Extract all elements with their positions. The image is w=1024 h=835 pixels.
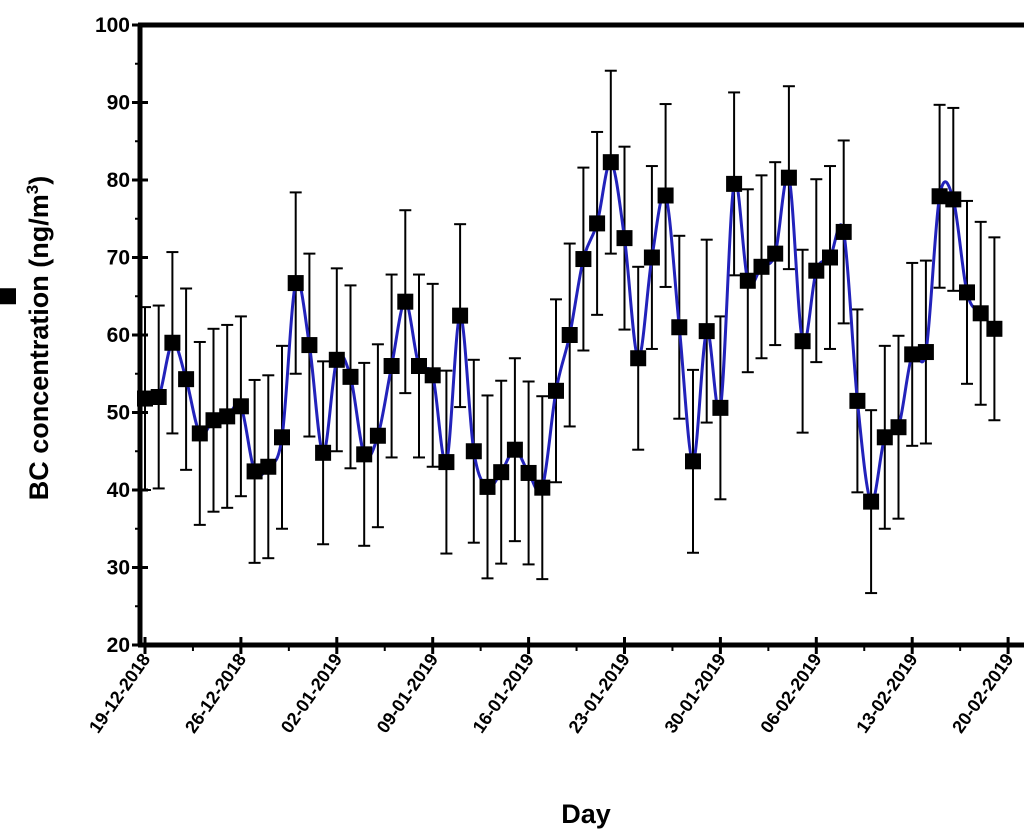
data-point <box>260 458 277 475</box>
y-tick-label: 20 <box>107 634 130 657</box>
data-point <box>561 327 578 343</box>
data-point <box>369 427 386 444</box>
data-point <box>397 293 414 310</box>
x-axis: 19-12-2018 26-12-2018 02-01-2019 09-01-2019… <box>85 637 1017 737</box>
x-tick-label: 23-01-2019 <box>565 650 634 737</box>
data-point <box>137 390 153 407</box>
y-tick-label: 80 <box>107 169 130 192</box>
data-point <box>849 392 866 409</box>
data-point <box>863 493 880 510</box>
data-point <box>602 154 619 171</box>
data-point <box>383 358 400 374</box>
x-tick-label: 19-12-2018 <box>85 650 154 737</box>
data-point <box>630 350 647 367</box>
data-point <box>219 408 236 425</box>
data-point <box>876 429 893 446</box>
x-tick-label: 30-01-2019 <box>660 650 729 737</box>
data-point <box>726 175 743 192</box>
x-tick-label: 09-01-2019 <box>373 650 442 737</box>
data-point <box>438 454 455 471</box>
data-point <box>739 272 756 289</box>
data-point <box>465 443 482 460</box>
data-point <box>959 284 975 301</box>
y-tick-label: 70 <box>107 247 130 270</box>
y-tick-label: 100 <box>95 14 130 37</box>
data-point <box>575 251 592 268</box>
data-point <box>342 368 359 385</box>
data-point <box>205 412 222 429</box>
data-point <box>287 275 304 292</box>
y-axis-title: BC concentration (ng/m3) <box>23 176 54 500</box>
x-tick-label: 26-12-2018 <box>181 650 250 737</box>
data-point <box>328 351 345 368</box>
y-tick-label: 60 <box>107 324 130 347</box>
data-point <box>917 344 934 361</box>
data-point <box>890 419 907 436</box>
data-point <box>411 358 427 374</box>
y-tick-label: 40 <box>107 479 130 502</box>
x-tick-label: 20-02-2019 <box>948 650 1017 737</box>
y-tick-label: 50 <box>107 402 130 425</box>
data-point <box>424 367 441 384</box>
data-point <box>315 444 332 461</box>
data-point <box>767 245 784 262</box>
data-point <box>479 478 496 495</box>
x-axis-title: Day <box>561 799 611 829</box>
data-point <box>945 191 962 208</box>
data-point <box>986 320 1003 337</box>
data-point <box>794 333 811 350</box>
y-axis: 20 30 40 50 60 70 80 90 100 <box>95 14 148 657</box>
data-point <box>685 453 701 470</box>
data-point <box>616 230 633 247</box>
y-axis-title-close: ) <box>24 176 54 185</box>
data-point <box>972 305 989 322</box>
data-point <box>657 187 674 204</box>
data-point <box>904 346 921 363</box>
y-axis-title-main: BC concentration (ng/m <box>24 194 54 500</box>
x-tick-label: 06-02-2019 <box>756 650 825 737</box>
y-tick-label: 30 <box>107 557 130 580</box>
data-point <box>452 307 469 324</box>
data-point <box>931 188 948 205</box>
data-point <box>643 249 660 266</box>
data-point <box>493 464 510 481</box>
x-tick-label: 02-01-2019 <box>277 650 346 737</box>
x-tick-label: 16-01-2019 <box>469 650 538 737</box>
data-point <box>753 258 770 275</box>
y-tick-label: 90 <box>107 92 130 115</box>
data-point <box>835 223 852 240</box>
data-point <box>548 382 564 399</box>
data-point <box>178 371 195 388</box>
data-point <box>520 464 537 481</box>
x-tick-label: 13-02-2019 <box>852 650 921 737</box>
data-point <box>246 463 263 480</box>
data-point <box>671 319 688 336</box>
data-point <box>506 441 523 458</box>
data-point <box>589 215 606 232</box>
data-point <box>712 399 729 416</box>
data-point <box>534 479 551 496</box>
data-point <box>822 249 838 266</box>
data-point <box>232 398 249 415</box>
y-axis-title-superscript: 3 <box>23 185 42 194</box>
data-point <box>274 429 290 446</box>
data-point <box>0 288 16 305</box>
data-point <box>356 446 373 463</box>
data-point <box>164 334 181 351</box>
data-point <box>191 425 208 442</box>
data-point <box>780 169 797 186</box>
data-point <box>150 389 167 405</box>
data-markers <box>0 154 1003 510</box>
data-point <box>698 323 715 340</box>
data-point <box>808 262 825 279</box>
plot-frame <box>137 22 1024 648</box>
data-point <box>301 337 318 354</box>
